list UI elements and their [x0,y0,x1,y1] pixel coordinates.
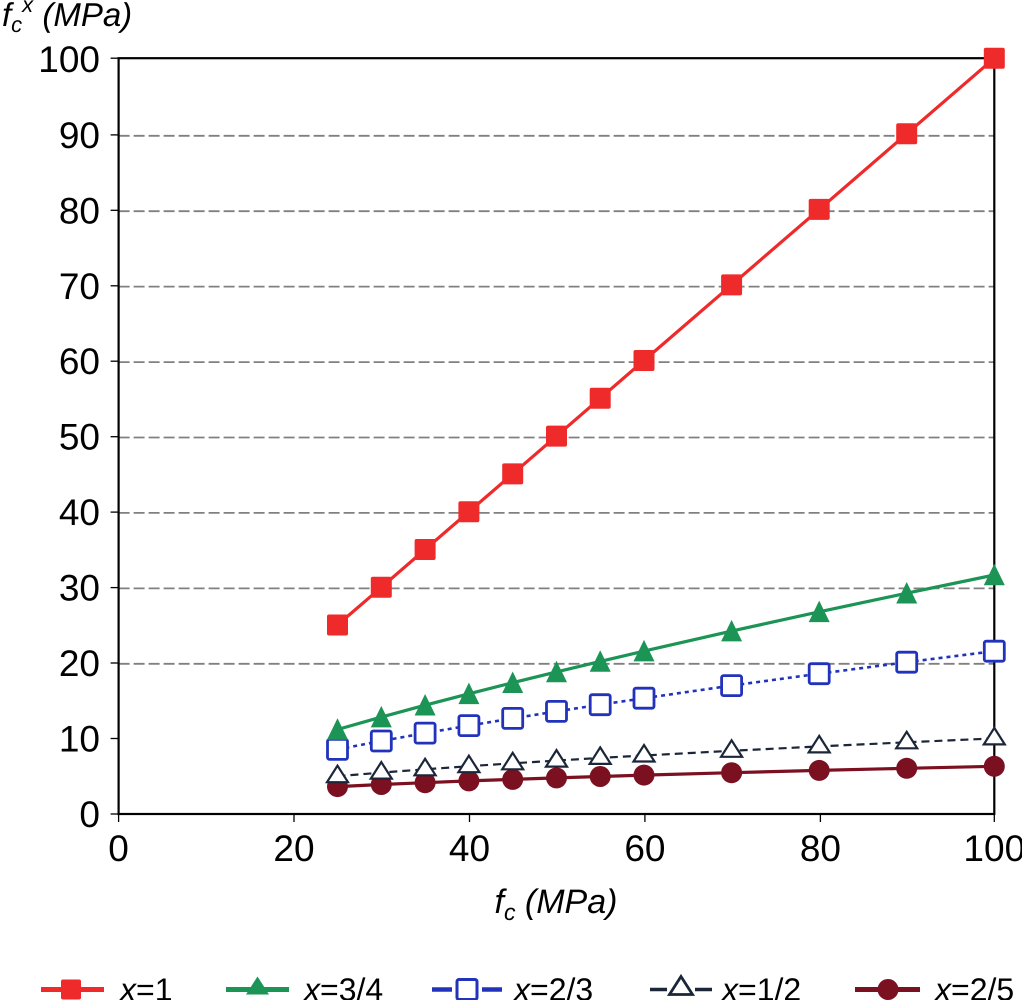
svg-text:x=2/5: x=2/5 [933,972,1014,1001]
svg-text:x=1: x=1 [118,972,172,1001]
svg-text:30: 30 [59,568,100,609]
svg-text:fcx (MPa): fcx (MPa) [2,0,132,37]
svg-text:20: 20 [273,828,314,869]
svg-text:100: 100 [963,828,1022,869]
svg-text:90: 90 [59,115,100,156]
svg-text:0: 0 [79,794,100,835]
svg-text:0: 0 [108,828,129,869]
svg-text:60: 60 [624,828,665,869]
svg-text:40: 40 [59,492,100,533]
svg-text:40: 40 [449,828,490,869]
svg-text:x=1/2: x=1/2 [720,972,801,1001]
svg-text:60: 60 [59,341,100,382]
svg-text:70: 70 [59,266,100,307]
svg-text:x=2/3: x=2/3 [512,972,593,1001]
svg-text:x=3/4: x=3/4 [302,972,383,1001]
svg-text:80: 80 [59,190,100,231]
svg-text:80: 80 [800,828,841,869]
svg-text:fc (MPa): fc (MPa) [495,883,618,925]
svg-text:10: 10 [59,719,100,760]
svg-text:20: 20 [59,643,100,684]
svg-text:50: 50 [59,417,100,458]
svg-text:100: 100 [38,39,100,80]
